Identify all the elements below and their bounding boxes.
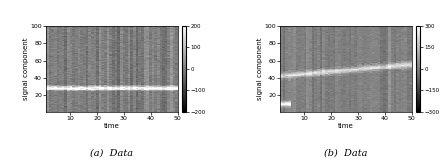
- Y-axis label: signal component: signal component: [23, 38, 29, 100]
- X-axis label: time: time: [104, 123, 120, 128]
- Text: (b)  Data: (b) Data: [324, 148, 368, 157]
- X-axis label: time: time: [338, 123, 354, 128]
- Text: (a)  Data: (a) Data: [90, 148, 133, 157]
- Y-axis label: signal component: signal component: [257, 38, 263, 100]
